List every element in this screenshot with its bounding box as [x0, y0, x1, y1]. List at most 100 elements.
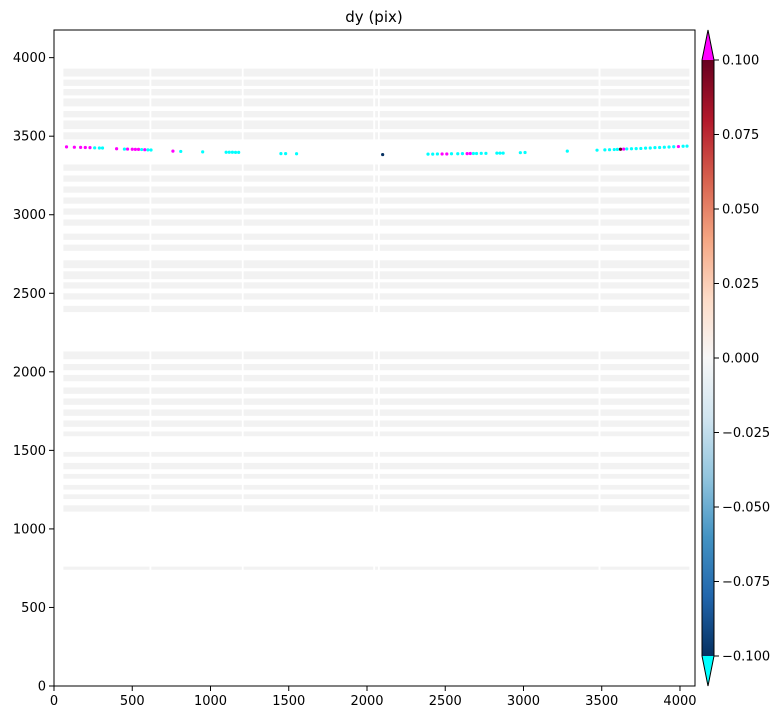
background-band: [600, 473, 690, 479]
data-point: [618, 147, 623, 151]
background-band: [379, 282, 599, 289]
background-band: [243, 505, 374, 512]
background-band: [379, 197, 599, 204]
colorbar-tick-label: −0.075: [722, 575, 770, 590]
background-band: [63, 473, 150, 479]
data-point: [465, 152, 469, 156]
background-band: [375, 293, 378, 300]
background-band: [379, 98, 599, 107]
background-band: [63, 387, 150, 394]
data-point: [484, 151, 488, 155]
background-band: [243, 494, 374, 500]
colorbar-over-triangle: [702, 30, 714, 60]
background-band: [243, 566, 374, 570]
background-band: [243, 473, 374, 479]
y-tick-label: 500: [21, 601, 46, 616]
background-band: [379, 451, 599, 457]
data-point: [284, 152, 288, 156]
background-band: [375, 473, 378, 479]
colorbar-tick-label: 0.000: [722, 352, 759, 367]
colorbar: 0.100 0.075 0.050 0.025 0.000 −0.025 −0.050 −0.…: [701, 29, 770, 687]
x-tick-label: 500: [120, 694, 145, 708]
background-band: [600, 305, 690, 313]
background-band: [375, 233, 378, 240]
x-axis: 0 500 1000 1500 2000 2500 3000 3500 4000: [50, 686, 697, 708]
background-band: [375, 260, 378, 269]
background-band: [151, 244, 242, 251]
background-band: [151, 164, 242, 171]
background-band: [151, 451, 242, 457]
data-point: [653, 146, 657, 150]
data-point: [658, 145, 662, 150]
data-point: [227, 150, 231, 154]
colorbar-ticks: 0.100 0.075 0.050 0.025 0.000 −0.025 −0.050 −0.…: [714, 54, 770, 665]
y-tick-label: 1500: [13, 444, 46, 459]
background-band: [379, 233, 599, 240]
x-tick-label: 2000: [350, 694, 383, 708]
background-band: [63, 244, 150, 251]
background-band: [600, 208, 690, 215]
background-band: [63, 233, 150, 240]
background-band: [243, 271, 374, 280]
x-tick-label: 1500: [272, 694, 305, 708]
data-point: [64, 145, 69, 149]
background-band: [63, 89, 150, 96]
background-band: [375, 566, 378, 570]
x-tick-label: 2500: [429, 694, 462, 708]
background-band: [151, 420, 242, 427]
background-band: [375, 387, 378, 394]
background-band: [151, 79, 242, 86]
data-point: [495, 151, 499, 155]
background-band: [243, 244, 374, 251]
data-point: [667, 145, 671, 149]
background-band: [243, 387, 374, 394]
background-band: [600, 420, 690, 427]
background-band: [379, 398, 599, 405]
background-band: [375, 462, 378, 470]
background-band: [63, 120, 150, 130]
background-band: [379, 462, 599, 470]
data-point: [629, 147, 634, 151]
data-point: [130, 147, 134, 151]
background-band: [151, 132, 242, 140]
background-band: [151, 89, 242, 96]
data-point: [146, 148, 150, 152]
background-band: [151, 186, 242, 193]
data-point: [622, 147, 626, 151]
background-band: [600, 431, 690, 437]
background-band: [151, 111, 242, 118]
background-band: [379, 473, 599, 479]
background-band: [243, 120, 374, 130]
background-band: [375, 271, 378, 280]
background-band: [600, 484, 690, 490]
data-point: [224, 150, 228, 154]
chart-title: dy (pix): [345, 8, 402, 26]
data-point: [171, 149, 175, 153]
background-band: [375, 409, 378, 416]
background-band: [375, 398, 378, 405]
data-point: [607, 148, 612, 152]
background-band: [379, 271, 599, 280]
background-band: [375, 305, 378, 313]
background-band: [375, 120, 378, 130]
data-point: [681, 144, 685, 148]
background-band: [375, 186, 378, 193]
background-band: [375, 431, 378, 437]
background-band: [243, 175, 374, 182]
colorbar-tick-label: −0.025: [722, 426, 770, 441]
x-tick-label: 3000: [507, 694, 540, 708]
background-band: [379, 484, 599, 490]
data-point: [431, 152, 435, 156]
background-band: [379, 305, 599, 313]
data-point: [381, 152, 385, 157]
background-band: [375, 374, 378, 382]
data-point: [201, 150, 205, 154]
background-band: [379, 244, 599, 251]
background-band: [600, 271, 690, 280]
data-point: [143, 148, 147, 152]
plot-frame: [53, 29, 696, 687]
background-band: [63, 98, 150, 107]
colorbar-gradient: [702, 60, 714, 656]
background-band: [379, 68, 599, 77]
background-band: [375, 132, 378, 140]
